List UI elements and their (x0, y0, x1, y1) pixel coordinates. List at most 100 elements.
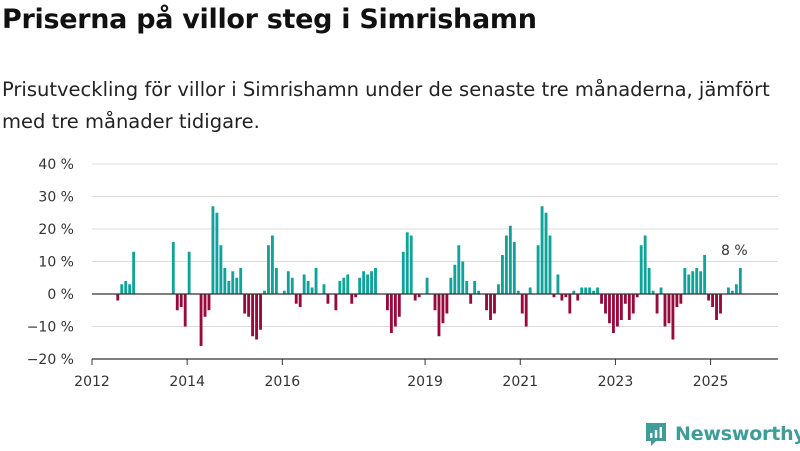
bar (647, 268, 651, 294)
bar (631, 294, 635, 314)
bar (362, 271, 366, 294)
bar (695, 268, 699, 294)
bar (215, 212, 219, 294)
bar (608, 294, 611, 324)
bar (497, 284, 500, 294)
bar (457, 245, 461, 294)
bar (738, 268, 742, 294)
bar (354, 294, 358, 298)
bar (124, 281, 128, 294)
bar (659, 287, 663, 294)
x-tick-label: 2014 (169, 374, 205, 390)
bar (290, 277, 294, 294)
bar (504, 235, 508, 294)
chart-title: Priserna på villor steg i Simrishamn (2, 4, 537, 35)
bar (671, 294, 675, 340)
bar (548, 235, 552, 294)
bar (227, 281, 231, 294)
bar (409, 235, 413, 294)
bar (711, 294, 714, 307)
bar (500, 255, 504, 294)
bar (461, 261, 465, 294)
bar (560, 294, 564, 301)
bar (219, 245, 223, 294)
bars (116, 206, 742, 346)
bar (556, 274, 560, 294)
y-tick-label: 40 % (38, 157, 74, 173)
x-axis-ticks: 2012 2014 2016 2019 2021 2023 2025 (74, 359, 728, 390)
bar (310, 287, 314, 294)
bar (687, 274, 691, 294)
bar (207, 294, 211, 311)
bar (520, 294, 524, 314)
bar (393, 294, 397, 327)
bar (564, 294, 568, 298)
bar (405, 232, 409, 294)
bar (294, 294, 298, 304)
bar (270, 235, 274, 294)
chart-subtitle: Prisutveckling för villor i Simrishamn u… (2, 78, 770, 133)
bar (544, 212, 548, 294)
bar (524, 294, 528, 327)
bar (342, 277, 346, 294)
bar (489, 294, 492, 320)
bar (627, 294, 631, 320)
bar (247, 294, 251, 317)
bar (259, 294, 262, 330)
newsworthy-logo-icon (644, 421, 668, 447)
x-tick-label: 2012 (74, 374, 110, 390)
bar (453, 264, 457, 294)
bar (401, 251, 405, 294)
bar (282, 290, 286, 294)
bar (683, 268, 687, 294)
newsworthy-logo: Newsworthy (644, 420, 800, 448)
bar (651, 290, 655, 294)
bar (699, 271, 703, 294)
bar (623, 294, 627, 304)
bar (274, 268, 278, 294)
bar (334, 294, 338, 311)
bar (267, 245, 270, 294)
bar (263, 290, 266, 294)
bar (175, 294, 179, 311)
bar (639, 245, 643, 294)
bar (528, 287, 532, 294)
bar (306, 281, 310, 294)
bar (120, 284, 124, 294)
bar (493, 294, 496, 314)
bar (397, 294, 401, 317)
x-tick-label: 2021 (502, 374, 538, 390)
bar (469, 294, 473, 304)
bar (366, 274, 370, 294)
bar (199, 294, 203, 346)
bar (707, 294, 711, 301)
bar (385, 294, 389, 311)
x-tick-label: 2023 (598, 374, 634, 390)
bar (719, 294, 722, 314)
bar (374, 268, 377, 294)
bar (187, 251, 191, 294)
bar (425, 277, 429, 294)
bar (477, 290, 481, 294)
bar (298, 294, 302, 307)
bar (223, 268, 227, 294)
bar (679, 294, 683, 304)
bar (635, 294, 639, 298)
bar (465, 281, 469, 294)
bar (512, 242, 516, 294)
bar (445, 294, 449, 314)
bar (734, 284, 738, 294)
y-tick-label: 10 % (38, 255, 74, 271)
bar (326, 294, 330, 304)
bar (437, 294, 441, 337)
bar (485, 294, 488, 311)
bar (370, 271, 373, 294)
bar (655, 294, 659, 314)
bar (231, 271, 235, 294)
bar (588, 287, 592, 294)
bar (239, 268, 243, 294)
bar (358, 277, 362, 294)
annotations: 8 % (721, 243, 748, 259)
bar (211, 206, 215, 294)
bar (235, 277, 239, 294)
